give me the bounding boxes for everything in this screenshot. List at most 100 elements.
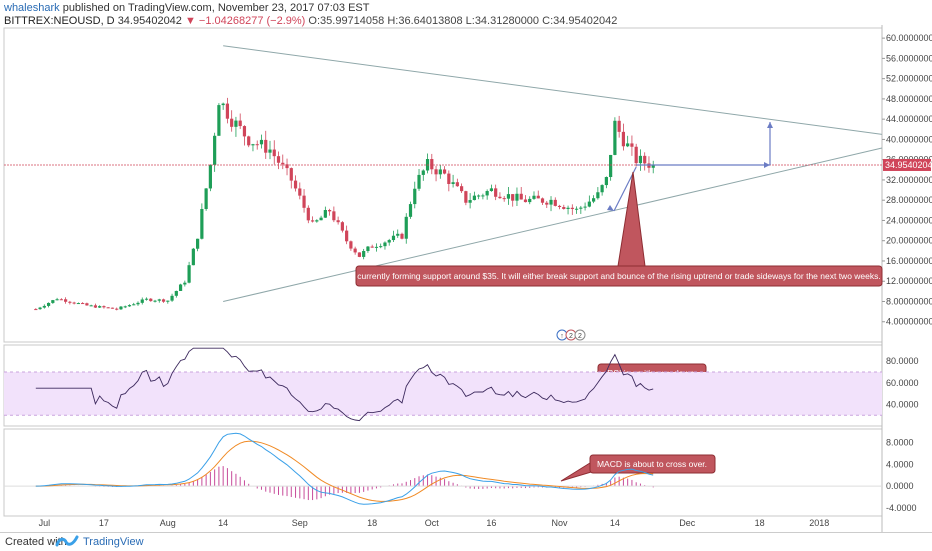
time-tick-label: 17 <box>99 518 109 528</box>
candle-body <box>42 305 46 308</box>
time-tick-label: 16 <box>486 518 496 528</box>
candle-body <box>55 299 59 301</box>
time-tick-label: Nov <box>552 518 569 528</box>
candle-body <box>115 308 119 310</box>
created-with-label: Created with <box>5 536 67 548</box>
candle-body <box>464 191 468 203</box>
candle-body <box>562 207 566 209</box>
event-marker-icon <box>574 329 586 341</box>
time-tick-label: Jul <box>39 518 51 528</box>
candle-body <box>285 164 289 169</box>
candle-body <box>460 186 464 192</box>
candle-body <box>472 195 476 201</box>
candle-body <box>234 120 238 127</box>
lower-trendline <box>223 147 883 302</box>
candle-body <box>498 196 502 199</box>
event-marker-label: ↑ <box>560 333 564 340</box>
price-tick-label: 56.00000000 <box>886 53 932 63</box>
candle-body <box>183 282 187 285</box>
candle-body <box>144 298 149 300</box>
chart-canvas[interactable]: 60.00000000 56.00000000 52.00000000 48.0000… <box>0 0 932 532</box>
candle-body <box>268 149 272 153</box>
candle-body <box>366 246 370 252</box>
sideways-arrowhead <box>764 161 770 168</box>
candle-body <box>315 220 319 222</box>
candle-body <box>93 305 98 308</box>
author-link[interactable]: whaleshark <box>4 2 60 14</box>
candle-body <box>494 188 498 197</box>
price-tick-label: 24.00000000 <box>886 215 932 225</box>
candle-body <box>643 155 647 164</box>
price-tick-label: 60.00000000 <box>886 33 932 43</box>
candle-body <box>404 216 408 239</box>
event-marker-label: 2 <box>569 333 573 340</box>
macd-annotation-box <box>589 454 716 474</box>
candle-body <box>434 169 438 175</box>
publish-line: whaleshark published on TradingView.com,… <box>4 2 617 15</box>
time-tick-label: Sep <box>292 518 308 528</box>
candle-body <box>587 201 591 207</box>
candle-body <box>272 149 276 157</box>
price-tick-label: 8.00000000 <box>886 296 932 306</box>
candle-body <box>191 248 195 266</box>
candle-body <box>438 169 442 175</box>
candle-body <box>89 305 93 307</box>
candle-body <box>64 299 68 302</box>
candle-body <box>540 198 545 203</box>
candle-body <box>255 144 259 146</box>
tradingview-logo-icon[interactable] <box>55 534 79 551</box>
price-tick-label: 16.00000000 <box>886 256 932 266</box>
candle-body <box>362 251 366 257</box>
time-tick-label: 14 <box>218 518 228 528</box>
candle-body <box>217 105 221 136</box>
candle-body <box>166 300 170 302</box>
candle-body <box>609 154 613 178</box>
rsi-tick-label: 60.0000 <box>886 378 919 388</box>
macd-tick-label: -4.0000 <box>886 503 917 513</box>
candle-body <box>306 207 310 221</box>
candle-body <box>506 194 511 199</box>
candle-body <box>515 193 519 201</box>
candle-body <box>408 204 413 217</box>
candle-body <box>651 164 655 168</box>
candle-body <box>357 252 362 257</box>
candle-body <box>81 303 85 305</box>
candle-body <box>310 220 315 222</box>
time-tick-label: Aug <box>160 518 176 528</box>
chart-header: whaleshark published on TradingView.com,… <box>4 2 617 28</box>
time-tick-label: 18 <box>367 518 377 528</box>
candle-body <box>502 198 506 200</box>
candle-body <box>276 156 281 163</box>
candle-body <box>477 195 481 197</box>
candle-body <box>332 211 336 221</box>
candle-body <box>617 120 621 132</box>
price-annotation-text: currently forming support around $35. It… <box>357 271 881 281</box>
tradingview-brand[interactable]: TradingView <box>83 536 144 548</box>
candle-body <box>213 135 217 165</box>
price-tick-label: 48.00000000 <box>886 94 932 104</box>
candle-body <box>566 207 570 209</box>
candle-body <box>455 182 459 187</box>
price-tick-label: 32.00000000 <box>886 175 932 185</box>
candle-body <box>553 199 557 206</box>
candle-body <box>336 220 340 223</box>
ohlc-line: BITTREX:NEOUSD, D 34.95402042 ▼ −1.04268… <box>4 15 617 28</box>
candle-body <box>626 143 630 147</box>
candle-body <box>374 246 379 248</box>
candle-body <box>161 299 166 302</box>
macd-line <box>35 432 654 505</box>
price-tick-label: 44.00000000 <box>886 114 932 124</box>
price-tick-label: 40.00000000 <box>886 134 932 144</box>
candle-body <box>353 248 357 253</box>
candle-body <box>242 126 247 137</box>
candle-body <box>59 299 63 301</box>
candle-body <box>247 136 251 146</box>
candle-body <box>430 159 434 170</box>
candle-body <box>519 193 523 200</box>
candle-body <box>46 302 51 306</box>
candle-body <box>68 301 72 303</box>
candle-body <box>187 265 191 283</box>
candle-body <box>200 209 204 239</box>
time-tick-label: 14 <box>610 518 620 528</box>
candle-body <box>72 302 76 304</box>
